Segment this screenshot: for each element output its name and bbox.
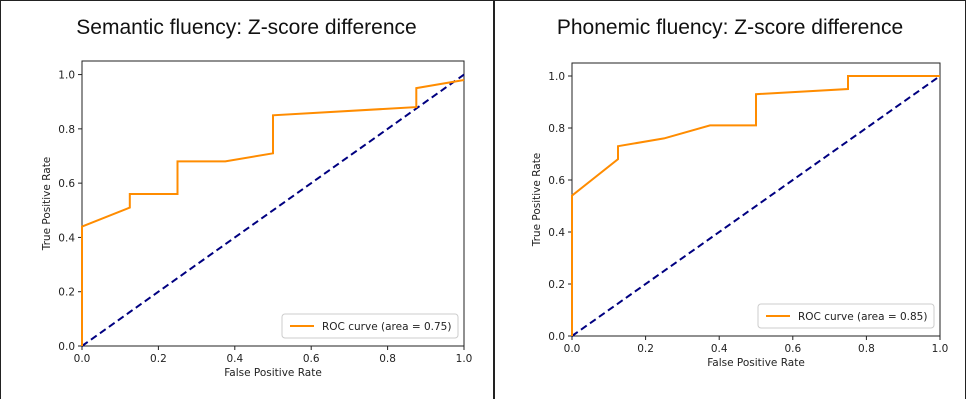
panel-divider (493, 0, 495, 399)
semantic-x-tick-label: 0.0 (74, 353, 91, 365)
phonemic-legend-label: ROC curve (area = 0.85) (798, 311, 927, 323)
semantic-y-tick-label: 0.8 (58, 124, 75, 136)
semantic-x-tick-label: 0.8 (379, 353, 396, 365)
phonemic-x-tick-label: 0.2 (637, 343, 654, 355)
semantic-roc-curve (81, 79, 465, 346)
phonemic-x-tick-label: 0.4 (711, 343, 728, 355)
phonemic-roc-curve (571, 75, 940, 336)
semantic-x-tick-label: 0.2 (150, 353, 167, 365)
semantic-chance-line (81, 73, 465, 347)
semantic-y-tick-label: 0.2 (58, 287, 75, 299)
phonemic-x-tick-label: 0.6 (784, 343, 801, 355)
semantic-y-tick-label: 0.4 (58, 232, 75, 244)
roc-chart-semantic: 0.0 0.2 0.4 0.6 0.8 1.0 0.0 0.2 0.4 0.6 0.8 1.0 Fals… (41, 60, 473, 379)
semantic-legend-box (281, 313, 459, 339)
phonemic-y-tick-label: 1.0 (548, 71, 565, 83)
semantic-y-tick-label: 1.0 (58, 70, 75, 82)
phonemic-y-axis-label: True Positive Rate (531, 153, 543, 248)
chart-title-phonemic: Phonemic fluency: Z-score difference (556, 16, 904, 39)
semantic-y-axis-label: True Positive Rate (41, 157, 53, 252)
phonemic-y-tick-label: 0.4 (548, 227, 565, 239)
semantic-x-tick-label: 0.4 (226, 353, 243, 365)
semantic-legend-label: ROC curve (area = 0.75) (322, 321, 451, 333)
phonemic-y-tick-label: 0.8 (548, 123, 565, 135)
phonemic-x-tick-label: 1.0 (932, 343, 949, 355)
phonemic-y-tick-label: 0.0 (548, 331, 565, 343)
semantic-y-tick-label: 0.6 (58, 178, 75, 190)
phonemic-chance-line (571, 75, 941, 337)
semantic-y-tick-label: 0.0 (58, 341, 75, 353)
phonemic-x-axis-label: False Positive Rate (707, 357, 805, 369)
semantic-x-axis-label: False Positive Rate (224, 367, 322, 379)
phonemic-legend-box (757, 303, 935, 329)
chart-title-semantic: Semantic fluency: Z-score difference (76, 16, 417, 39)
phonemic-y-tick-label: 0.6 (548, 175, 565, 187)
phonemic-x-tick-label: 0.8 (858, 343, 875, 355)
semantic-x-tick-label: 1.0 (456, 353, 473, 365)
semantic-x-tick-label: 0.6 (303, 353, 320, 365)
phonemic-x-tick-label: 0.0 (564, 343, 581, 355)
phonemic-y-tick-label: 0.2 (548, 279, 565, 291)
